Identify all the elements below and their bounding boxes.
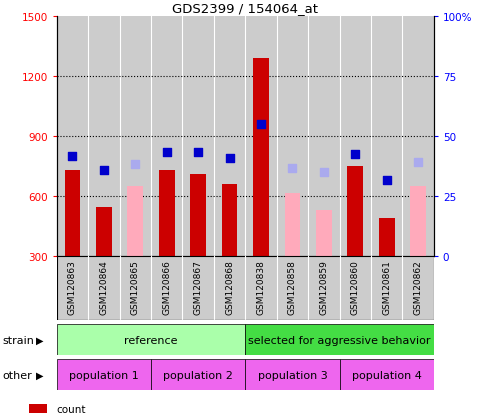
Text: GSM120865: GSM120865 bbox=[131, 259, 140, 314]
Point bbox=[288, 165, 296, 171]
Text: GSM120838: GSM120838 bbox=[256, 259, 266, 314]
Bar bbox=[151, 359, 245, 390]
Bar bbox=[57, 324, 245, 355]
Text: GSM120862: GSM120862 bbox=[414, 259, 423, 314]
Bar bbox=[245, 359, 340, 390]
Point bbox=[383, 177, 390, 183]
Point bbox=[414, 159, 422, 166]
Bar bbox=[65, 170, 80, 256]
Point bbox=[100, 167, 108, 173]
Text: GSM120861: GSM120861 bbox=[382, 259, 391, 314]
Text: GSM120867: GSM120867 bbox=[194, 259, 203, 314]
Text: reference: reference bbox=[124, 335, 178, 345]
Bar bbox=[410, 186, 426, 256]
Bar bbox=[348, 166, 363, 256]
Text: other: other bbox=[2, 370, 32, 380]
Point bbox=[163, 149, 171, 156]
Bar bbox=[245, 324, 434, 355]
Bar bbox=[159, 170, 175, 256]
Point bbox=[131, 161, 139, 168]
Text: ▶: ▶ bbox=[35, 370, 43, 380]
Text: GSM120868: GSM120868 bbox=[225, 259, 234, 314]
Text: GSM120859: GSM120859 bbox=[319, 259, 328, 314]
Point bbox=[320, 169, 328, 176]
Bar bbox=[379, 218, 394, 256]
Bar bbox=[316, 210, 332, 256]
Title: GDS2399 / 154064_at: GDS2399 / 154064_at bbox=[172, 2, 318, 15]
Text: population 2: population 2 bbox=[163, 370, 233, 380]
Text: population 3: population 3 bbox=[257, 370, 327, 380]
Point bbox=[194, 149, 202, 156]
Point bbox=[226, 155, 234, 161]
Bar bbox=[340, 359, 434, 390]
Bar bbox=[127, 186, 143, 256]
Text: ▶: ▶ bbox=[35, 335, 43, 345]
Point bbox=[69, 153, 76, 159]
Point bbox=[257, 121, 265, 128]
Bar bbox=[96, 207, 112, 256]
Bar bbox=[190, 174, 206, 256]
Text: GSM120858: GSM120858 bbox=[288, 259, 297, 314]
Text: count: count bbox=[56, 404, 86, 413]
Bar bbox=[57, 359, 151, 390]
Bar bbox=[253, 58, 269, 256]
Text: population 1: population 1 bbox=[69, 370, 139, 380]
Text: GSM120866: GSM120866 bbox=[162, 259, 171, 314]
Bar bbox=[284, 193, 300, 256]
Text: strain: strain bbox=[2, 335, 35, 345]
Text: GSM120860: GSM120860 bbox=[351, 259, 360, 314]
Text: GSM120864: GSM120864 bbox=[99, 259, 108, 314]
Bar bbox=[29, 404, 47, 413]
Point bbox=[352, 151, 359, 157]
Bar bbox=[222, 184, 238, 256]
Text: selected for aggressive behavior: selected for aggressive behavior bbox=[248, 335, 431, 345]
Text: GSM120863: GSM120863 bbox=[68, 259, 77, 314]
Text: population 4: population 4 bbox=[352, 370, 422, 380]
